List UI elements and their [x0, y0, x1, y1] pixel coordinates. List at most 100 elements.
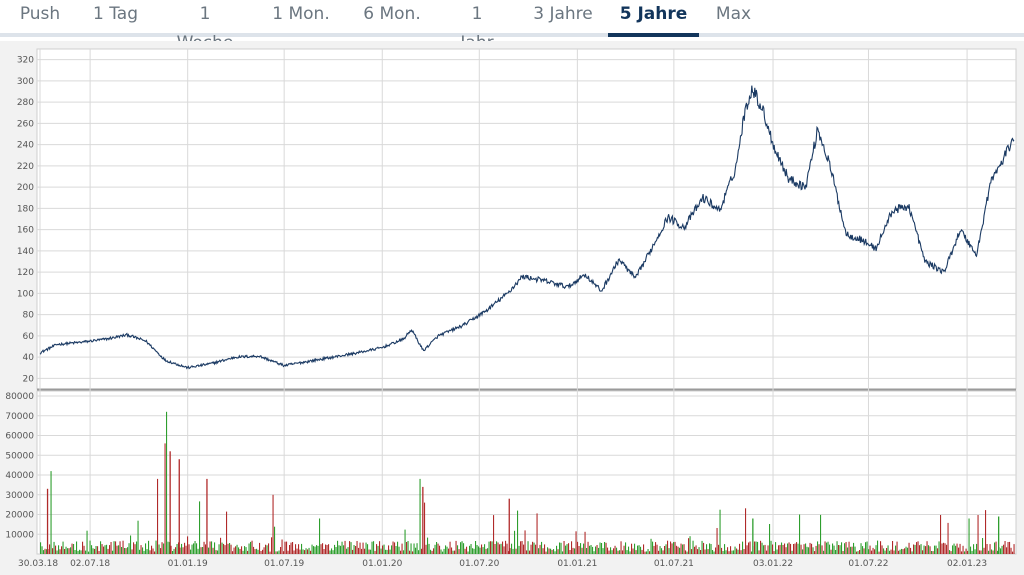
price-tick-label: 120	[17, 268, 34, 278]
volume-bar	[206, 478, 208, 554]
tab-max[interactable]: Max	[715, 4, 752, 24]
volume-bar	[445, 545, 447, 554]
volume-bar	[944, 543, 946, 554]
volume-bar	[805, 543, 807, 554]
volume-bar	[598, 547, 600, 554]
volume-bar	[328, 544, 330, 554]
volume-bar	[458, 549, 460, 554]
volume-bar	[836, 541, 838, 554]
date-tick-label: 01.07.22	[848, 559, 888, 569]
volume-bar	[896, 541, 898, 554]
volume-bar	[62, 541, 64, 554]
tab-1-woche[interactable]: 1 Woche	[177, 4, 234, 53]
volume-bar	[334, 544, 336, 554]
volume-bar	[260, 551, 262, 554]
tab-3-jahre[interactable]: 3 Jahre	[533, 4, 593, 24]
volume-bar	[520, 541, 522, 554]
volume-bar	[190, 549, 192, 554]
volume-bar	[118, 545, 120, 554]
price-tick-label: 100	[17, 289, 34, 299]
volume-bar	[935, 545, 937, 554]
volume-bar	[422, 486, 424, 554]
volume-bar	[73, 544, 75, 554]
volume-bar	[988, 550, 990, 554]
volume-bar	[58, 545, 60, 554]
volume-bar	[191, 544, 193, 554]
volume-bar	[83, 545, 85, 554]
volume-bar	[920, 544, 922, 554]
volume-bar	[932, 551, 934, 554]
volume-bar	[655, 542, 657, 554]
volume-bar	[931, 551, 933, 554]
volume-bar	[392, 541, 394, 554]
volume-bar	[259, 542, 261, 554]
volume-bar	[212, 547, 214, 554]
volume-bar	[152, 548, 154, 554]
volume-bar	[973, 544, 975, 554]
volume-bar	[710, 544, 712, 554]
volume-bar	[154, 551, 156, 554]
grid-lines	[37, 49, 1016, 554]
volume-bar	[281, 539, 283, 554]
volume-bar	[898, 550, 900, 554]
volume-bar	[137, 520, 139, 554]
volume-bar	[331, 548, 333, 554]
volume-bar	[583, 543, 585, 554]
volume-bar	[565, 545, 567, 554]
volume-bar	[656, 544, 658, 554]
volume-bar	[103, 546, 105, 554]
volume-bar	[149, 550, 151, 554]
volume-bar	[716, 528, 718, 554]
volume-bar	[116, 545, 118, 554]
volume-y-axis: 10000 20000 30000 40000 50000 60000 70000 80000	[5, 392, 34, 540]
volume-bar	[421, 548, 423, 554]
volume-bar	[199, 501, 201, 554]
volume-bar	[467, 551, 469, 554]
tab-6-mon[interactable]: 6 Mon.	[363, 4, 421, 24]
volume-bar	[1001, 545, 1003, 554]
tab-1-tag[interactable]: 1 Tag	[93, 4, 138, 24]
volume-bar	[559, 542, 561, 554]
volume-bar	[664, 546, 666, 554]
volume-bar	[607, 547, 609, 554]
volume-bar	[839, 545, 841, 554]
volume-bar	[74, 550, 76, 554]
volume-bar	[574, 548, 576, 554]
volume-bar	[52, 548, 54, 554]
price-tick-label: 280	[17, 98, 34, 108]
volume-bar	[104, 545, 106, 554]
volume-bar	[424, 502, 426, 554]
price-tick-label: 320	[17, 56, 34, 66]
volume-bar	[490, 541, 492, 554]
tab-1-mon[interactable]: 1 Mon.	[272, 4, 330, 24]
volume-bar	[925, 546, 927, 554]
volume-bar	[554, 551, 556, 554]
volume-bar	[653, 545, 655, 554]
volume-bar	[169, 451, 171, 554]
volume-bar	[233, 547, 235, 554]
volume-bar	[593, 551, 595, 554]
volume-bar	[793, 544, 795, 554]
volume-bar	[673, 542, 675, 554]
volume-bar	[674, 541, 676, 554]
tab-1-jahr[interactable]: 1 Jahr	[460, 4, 493, 53]
volume-bar	[715, 547, 717, 554]
volume-bar	[536, 513, 538, 554]
price-tick-label: 140	[17, 247, 34, 257]
volume-bar	[550, 548, 552, 554]
tab-push[interactable]: Push	[19, 4, 61, 24]
volume-bar	[806, 546, 808, 554]
volume-bar	[766, 550, 768, 554]
volume-bar	[488, 541, 490, 554]
volume-bar	[685, 550, 687, 554]
tab-5-jahre[interactable]: 5 Jahre	[608, 0, 699, 37]
volume-bar	[818, 544, 820, 554]
volume-bar	[587, 541, 589, 554]
volume-bar	[622, 550, 624, 554]
volume-bar	[298, 544, 300, 554]
volume-bar	[464, 548, 466, 554]
volume-bar	[851, 546, 853, 554]
volume-bar	[964, 551, 966, 554]
volume-bar	[439, 545, 441, 554]
volume-bar	[344, 540, 346, 554]
